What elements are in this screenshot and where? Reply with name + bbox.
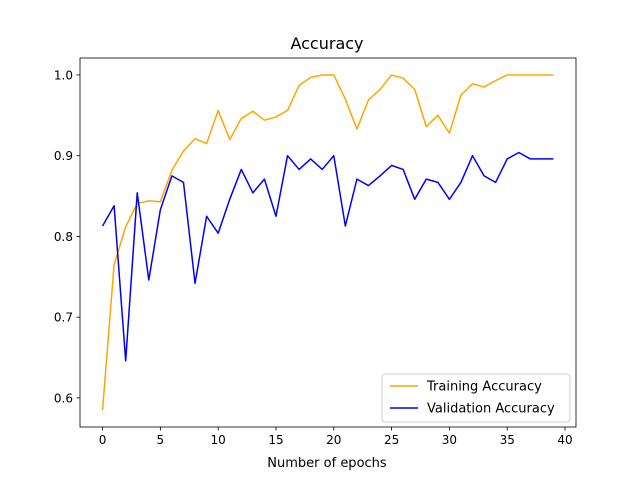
legend-label: Training Accuracy: [426, 380, 542, 395]
axes-frame: [79, 57, 577, 428]
x-axis-label: Number of epochs: [267, 456, 387, 471]
chart-title: Accuracy: [290, 34, 363, 53]
plot-area: [79, 57, 577, 428]
legend-label: Validation Accuracy: [427, 402, 555, 417]
x-axis: 0 5 10 15 20 25 30 35 40: [99, 427, 573, 447]
x-tick-label: 0: [99, 433, 107, 447]
series-line-validation: [101, 151, 554, 362]
y-tick-label: 0.6: [54, 391, 73, 405]
y-tick-label: 0.7: [54, 311, 73, 325]
x-tick-label: 40: [557, 433, 572, 447]
x-tick-label: 5: [157, 433, 165, 447]
x-tick-label: 35: [500, 433, 515, 447]
legend-box: [381, 373, 571, 423]
series-line-training: [101, 74, 554, 411]
x-tick-label: 10: [211, 433, 226, 447]
y-tick-label: 0.8: [54, 230, 73, 244]
legend: Training Accuracy Validation Accuracy: [381, 373, 571, 423]
y-tick-label: 0.9: [54, 149, 73, 163]
x-tick-label: 30: [442, 433, 457, 447]
y-axis: 0.6 0.7 0.8 0.9 1.0: [54, 68, 80, 405]
x-tick-label: 20: [326, 433, 341, 447]
y-tick-label: 1.0: [54, 68, 73, 82]
x-tick-label: 15: [268, 433, 283, 447]
x-tick-label: 25: [384, 433, 399, 447]
